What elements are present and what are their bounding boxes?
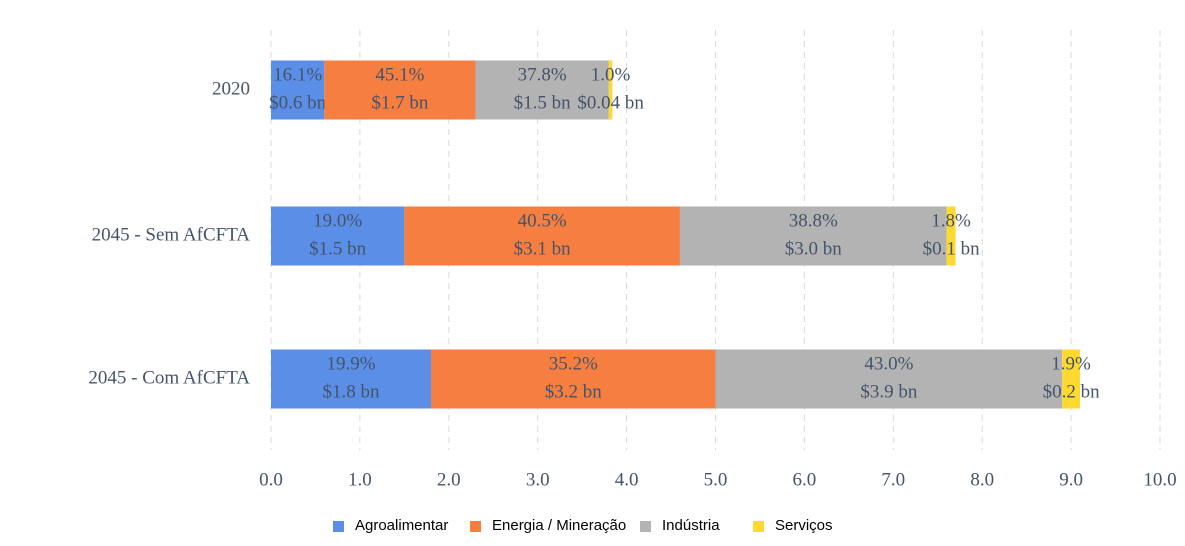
bar-segment	[271, 349, 432, 409]
value-label: $3.2 bn	[545, 381, 603, 402]
share-label: 40.5%	[518, 210, 567, 231]
x-tick-label: 10.0	[1143, 469, 1176, 490]
bar-segment	[679, 206, 947, 266]
value-label: $0.6 bn	[269, 92, 327, 113]
share-label: 19.9%	[326, 353, 375, 374]
share-label: 37.8%	[518, 64, 567, 85]
value-label: $3.0 bn	[785, 238, 843, 259]
bar-segment	[475, 60, 609, 120]
bar-segment	[271, 60, 325, 120]
x-tick-label: 1.0	[348, 469, 372, 490]
x-tick-label: 8.0	[970, 469, 994, 490]
share-label: 35.2%	[549, 353, 598, 374]
share-label: 16.1%	[273, 64, 322, 85]
share-label: 38.8%	[789, 210, 838, 231]
x-tick-label: 4.0	[615, 469, 639, 490]
x-tick-label: 0.0	[259, 469, 283, 490]
value-label: $1.5 bn	[309, 238, 367, 259]
bar-segment	[946, 206, 956, 266]
value-label: $0.1 bn	[923, 238, 981, 259]
share-label: 1.9%	[1051, 353, 1091, 374]
value-label: $0.2 bn	[1043, 381, 1101, 402]
x-tick-label: 2.0	[437, 469, 461, 490]
value-label: $3.9 bn	[860, 381, 918, 402]
bar-segment	[404, 206, 680, 266]
category-label: 2045 - Sem AfCFTA	[92, 224, 251, 245]
value-label: $1.7 bn	[371, 92, 429, 113]
share-label: 43.0%	[864, 353, 913, 374]
value-label: $3.1 bn	[514, 238, 572, 259]
bar-segment	[431, 349, 716, 409]
category-label: 2045 - Com AfCFTA	[88, 367, 250, 388]
x-tick-label: 3.0	[526, 469, 550, 490]
value-label: $1.5 bn	[514, 92, 572, 113]
legend-label: Agroalimentar	[355, 517, 448, 534]
x-tick-label: 6.0	[793, 469, 817, 490]
x-tick-label: 9.0	[1059, 469, 1083, 490]
bar-segment	[608, 60, 613, 120]
bar-segment	[715, 349, 1063, 409]
share-label: 45.1%	[375, 64, 424, 85]
legend-swatch	[640, 521, 651, 532]
share-label: 1.8%	[931, 210, 971, 231]
legend-swatch	[470, 521, 481, 532]
x-tick-label: 5.0	[704, 469, 728, 490]
legend-label: Energia / Mineração	[492, 517, 626, 534]
legend-swatch	[333, 521, 344, 532]
share-label: 19.0%	[313, 210, 362, 231]
bar-segment	[324, 60, 476, 120]
category-label: 2020	[212, 78, 250, 99]
x-tick-label: 7.0	[881, 469, 905, 490]
bar-segment	[271, 206, 405, 266]
bar-segment	[1062, 349, 1080, 409]
value-label: $0.04 bn	[577, 92, 644, 113]
legend-label: Indústria	[662, 517, 720, 534]
share-label: 1.0%	[591, 64, 631, 85]
legend-swatch	[753, 521, 764, 532]
value-label: $1.8 bn	[323, 381, 381, 402]
legend-label: Serviços	[775, 517, 833, 534]
